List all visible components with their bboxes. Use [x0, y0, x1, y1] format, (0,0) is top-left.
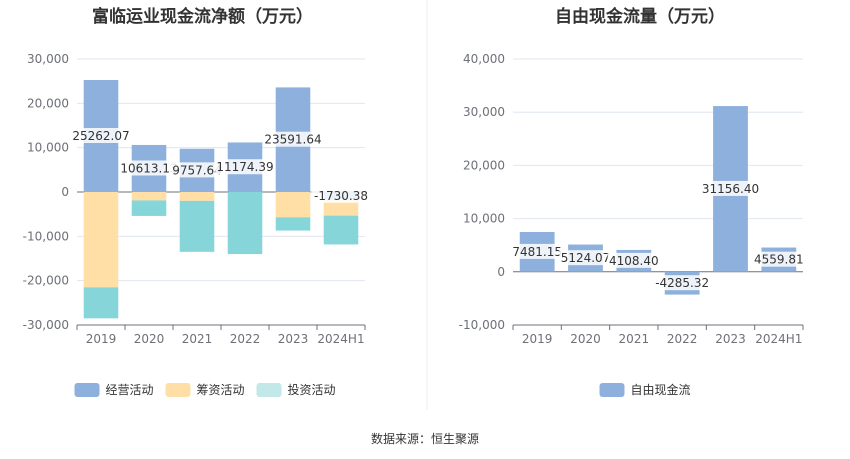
right-legend-label: 自由现金流 — [631, 382, 691, 397]
left-data-label-bg — [71, 128, 131, 144]
right-y-tick-label: 40,000 — [463, 52, 505, 66]
left-bar-2 — [179, 192, 215, 201]
right-y-tick-label: 0 — [497, 265, 505, 279]
left-data-label: 9757.64 — [172, 163, 222, 177]
left-y-tick-label: 0 — [61, 185, 69, 199]
left-y-tick-label: -10,000 — [23, 229, 69, 243]
left-data-label: 25262.07 — [72, 129, 129, 143]
left-bar-3 — [83, 287, 119, 319]
left-x-tick-label: 2022 — [230, 332, 261, 346]
right-x-tick-label: 2022 — [667, 332, 698, 346]
left-legend-swatch — [74, 383, 100, 397]
left-x-tick-label: 2023 — [278, 332, 309, 346]
left-legend-label: 筹资活动 — [197, 383, 245, 397]
left-bar-3 — [131, 200, 167, 216]
left-legend-swatch — [165, 383, 191, 397]
left-chart-title: 富临运业现金流净额（万元） — [92, 7, 313, 27]
right-data-label: 4559.81 — [754, 253, 804, 267]
left-bar-3 — [227, 192, 263, 255]
right-x-tick-label: 2021 — [619, 332, 650, 346]
right-y-tick-label: -10,000 — [459, 318, 505, 332]
right-y-tick-label: 20,000 — [463, 158, 505, 172]
left-x-tick-label: 2021 — [182, 332, 213, 346]
left-chart: 30,000 20,000 10,000 0 -10,000 -20,000 -30,000… — [23, 52, 371, 397]
right-data-label: 4108.40 — [609, 254, 659, 268]
left-bar-2 — [131, 192, 167, 201]
left-legend-swatch — [256, 383, 282, 397]
right-data-label-bg — [652, 275, 712, 291]
left-data-label-bg — [170, 162, 224, 178]
left-data-label-bg — [263, 131, 323, 147]
left-y-tick-label: 20,000 — [27, 96, 69, 110]
left-data-label-bg — [119, 160, 179, 176]
left-y-tick-label: 30,000 — [27, 52, 69, 66]
left-x-tick-label: 2019 — [86, 332, 117, 346]
right-y-tick-label: 10,000 — [463, 212, 505, 226]
left-bar-2 — [275, 192, 311, 218]
left-data-label-bg — [215, 159, 275, 175]
right-data-label-bg — [752, 251, 806, 267]
right-data-label-bg — [559, 250, 612, 266]
left-y-tick-label: 10,000 — [27, 141, 69, 155]
left-y-tick-label: -30,000 — [23, 318, 69, 332]
right-x-tick-label: 2023 — [715, 332, 746, 346]
right-x-tick-label: 2020 — [570, 332, 601, 346]
left-data-label-bg — [311, 187, 371, 203]
left-legend-label: 经营活动 — [106, 383, 154, 397]
right-data-label: 5124.07 — [561, 251, 611, 265]
left-x-tick-label: 2024H1 — [317, 332, 364, 346]
right-data-label-bg — [607, 252, 661, 268]
left-legend-label: 投资活动 — [288, 382, 336, 397]
left-data-label: -1730.38 — [314, 189, 368, 203]
data-source-note: 数据来源：恒生聚源 — [370, 432, 479, 446]
left-data-label: 23591.64 — [264, 133, 321, 147]
right-data-label: 7481.15 — [512, 245, 562, 259]
left-bar-3 — [179, 200, 215, 252]
right-y-tick-label: 30,000 — [463, 105, 505, 119]
left-bar-2 — [83, 192, 119, 288]
right-x-tick-label: 2019 — [522, 332, 553, 346]
right-data-label: 31156.40 — [702, 182, 759, 196]
right-x-tick-label: 2024H1 — [755, 332, 802, 346]
right-data-label-bg — [510, 243, 564, 259]
left-bar-3 — [275, 217, 311, 231]
right-chart: 40,000 30,000 20,000 10,000 0 -10,000 2019 2020… — [459, 52, 806, 397]
left-bar-3 — [323, 215, 359, 245]
left-data-label: 11174.39 — [216, 160, 273, 174]
right-data-label: -4285.32 — [655, 276, 709, 290]
left-y-tick-label: -20,000 — [23, 274, 69, 288]
left-data-label: 10613.13 — [120, 161, 177, 175]
right-chart-title: 自由现金流量（万元） — [555, 7, 725, 27]
right-data-label-bg — [700, 180, 761, 196]
left-x-tick-label: 2020 — [134, 332, 165, 346]
right-legend-swatch — [599, 383, 625, 397]
left-bar-2 — [323, 199, 359, 216]
